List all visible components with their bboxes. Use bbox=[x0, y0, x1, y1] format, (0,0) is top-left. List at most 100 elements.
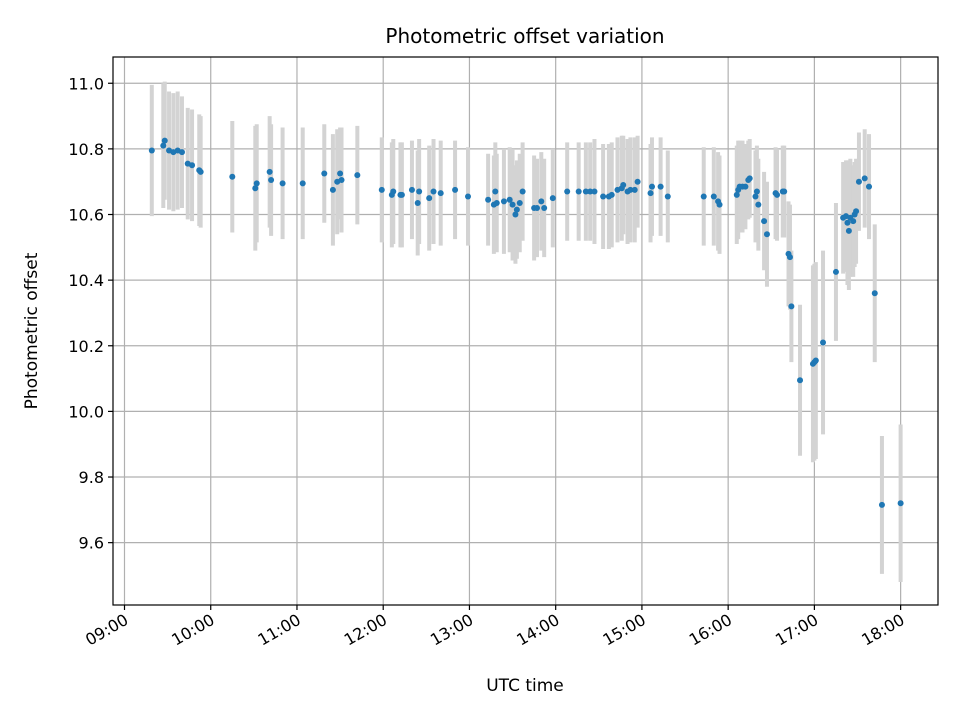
data-point bbox=[850, 218, 857, 225]
data-point bbox=[761, 218, 768, 225]
data-point bbox=[519, 188, 526, 195]
chart-title: Photometric offset variation bbox=[385, 24, 664, 48]
data-point bbox=[253, 180, 260, 187]
data-point bbox=[755, 201, 762, 208]
data-point bbox=[753, 188, 760, 195]
data-point bbox=[774, 191, 781, 198]
data-point bbox=[299, 180, 306, 187]
data-point bbox=[832, 268, 839, 275]
data-point bbox=[506, 196, 513, 203]
data-point bbox=[452, 186, 459, 193]
data-point bbox=[354, 172, 361, 179]
data-point bbox=[538, 198, 545, 205]
data-point bbox=[541, 204, 548, 211]
data-point bbox=[197, 168, 204, 175]
data-point bbox=[746, 175, 753, 182]
data-point bbox=[414, 200, 421, 207]
data-point bbox=[564, 188, 571, 195]
data-point bbox=[786, 254, 793, 261]
data-point bbox=[853, 208, 860, 215]
data-point bbox=[492, 188, 499, 195]
data-point bbox=[398, 191, 405, 198]
grid bbox=[113, 57, 938, 605]
data-point bbox=[509, 201, 516, 208]
data-point bbox=[812, 357, 819, 364]
data-point bbox=[781, 188, 788, 195]
data-point bbox=[878, 501, 885, 508]
data-point bbox=[493, 200, 500, 207]
x-axis-label: UTC time bbox=[486, 676, 564, 696]
data-point bbox=[716, 201, 723, 208]
y-tick-label: 10.0 bbox=[68, 402, 104, 421]
data-point bbox=[465, 193, 472, 200]
data-point bbox=[516, 200, 523, 207]
data-point bbox=[733, 191, 740, 198]
data-point bbox=[763, 231, 770, 238]
data-point bbox=[648, 183, 655, 190]
data-point bbox=[844, 219, 851, 226]
data-point bbox=[861, 175, 868, 182]
data-point bbox=[742, 183, 749, 190]
data-point bbox=[408, 186, 415, 193]
plot-frame bbox=[112, 56, 939, 606]
data-point bbox=[631, 186, 638, 193]
data-point bbox=[647, 190, 654, 197]
data-point bbox=[620, 181, 627, 188]
data-point bbox=[533, 204, 540, 211]
y-tick-label: 11.0 bbox=[68, 74, 104, 93]
data-point bbox=[337, 170, 344, 177]
data-point bbox=[627, 186, 634, 193]
data-point bbox=[268, 177, 275, 184]
data-point bbox=[148, 147, 155, 154]
y-tick-label: 9.6 bbox=[79, 534, 104, 553]
data-point bbox=[338, 177, 345, 184]
data-point bbox=[189, 162, 196, 169]
data-point bbox=[657, 183, 664, 190]
data-point bbox=[500, 198, 507, 205]
data-point bbox=[871, 290, 878, 297]
data-point bbox=[437, 190, 444, 197]
data-point bbox=[855, 178, 862, 185]
data-point bbox=[513, 206, 520, 213]
data-point bbox=[426, 195, 433, 202]
data-point bbox=[549, 195, 556, 202]
data-point bbox=[797, 377, 804, 384]
data-point bbox=[845, 227, 852, 234]
data-point bbox=[897, 500, 904, 507]
data-point bbox=[378, 186, 385, 193]
data-point bbox=[161, 137, 168, 144]
y-axis: 9.6 9.8 10.0 10.2 10.4 10.6 10.8 11.0 bbox=[68, 74, 113, 553]
data-point bbox=[252, 185, 259, 192]
data-point bbox=[512, 211, 519, 218]
data-point bbox=[752, 193, 759, 200]
data-point bbox=[160, 142, 167, 149]
y-tick-label: 10.2 bbox=[68, 337, 104, 356]
y-tick-label: 10.4 bbox=[68, 271, 104, 290]
y-tick-label: 10.8 bbox=[68, 140, 104, 159]
y-axis-label: Photometric offset bbox=[22, 252, 42, 409]
data-points bbox=[148, 137, 904, 508]
data-point bbox=[866, 183, 873, 190]
data-point bbox=[329, 186, 336, 193]
data-point bbox=[700, 193, 707, 200]
data-point bbox=[178, 149, 185, 156]
data-point bbox=[820, 339, 827, 346]
data-point bbox=[587, 188, 594, 195]
data-point bbox=[321, 170, 328, 177]
data-point bbox=[710, 193, 717, 200]
data-point bbox=[390, 188, 397, 195]
data-point bbox=[608, 191, 615, 198]
data-point bbox=[229, 173, 236, 180]
data-point bbox=[634, 178, 641, 185]
data-point bbox=[266, 168, 273, 175]
data-point bbox=[416, 188, 423, 195]
data-point bbox=[279, 180, 286, 187]
y-tick-label: 9.8 bbox=[79, 468, 104, 487]
data-point bbox=[575, 188, 582, 195]
data-point bbox=[788, 303, 795, 310]
data-point bbox=[430, 188, 437, 195]
y-tick-label: 10.6 bbox=[68, 206, 104, 225]
data-point bbox=[582, 188, 589, 195]
data-point bbox=[600, 193, 607, 200]
